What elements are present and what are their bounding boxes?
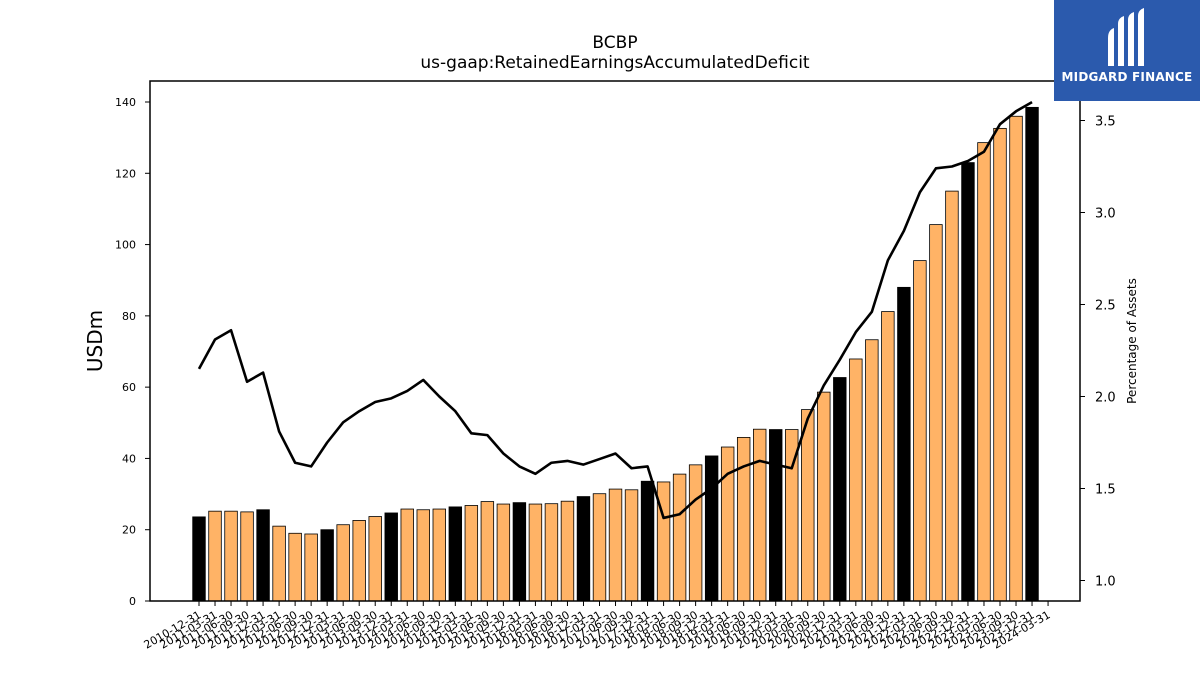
bar-2023-09-30 [1009,115,1023,602]
bar-2011-09-30 [240,511,254,602]
y-tick-label: 20 [122,524,136,537]
bar-2016-06-30 [544,503,559,602]
bar-2018-12-31 [704,455,719,602]
bars-group [192,106,1039,602]
y2-tick-label: 2.5 [1095,299,1116,314]
bar-2010-12-31 [192,516,206,602]
y-tick-label: 0 [129,595,136,608]
bar-2011-12-31 [256,509,270,602]
bar-2012-06-30 [288,532,302,602]
chart-title: BCBP [592,33,637,53]
bar-2020-09-30 [817,391,831,602]
bar-2017-09-30 [624,489,639,602]
y-tick-label: 140 [115,96,136,109]
bar-2015-09-30 [496,503,511,602]
bar-2016-09-30 [560,500,575,602]
y2-tick-label: 3.5 [1095,115,1116,130]
bar-2021-06-30 [865,339,879,602]
bar-2012-09-30 [304,533,318,602]
bar-2017-12-31 [640,480,655,602]
bar-2020-12-31 [833,377,847,602]
bar-2013-12-31 [384,512,398,602]
bar-2020-06-30 [801,409,815,602]
bar-2014-03-31 [400,508,414,602]
bar-2019-12-31 [769,429,783,602]
bar-2012-12-31 [320,529,334,602]
bar-2011-06-30 [224,510,238,602]
y2-tick-label: 1.5 [1095,483,1116,498]
bar-2023-12-31 [1025,106,1039,602]
y-axis-label: USDm [83,310,107,372]
bar-2015-12-31 [512,502,527,602]
bar-2012-03-31 [272,525,286,602]
y-tick-label: 40 [122,452,136,465]
percentage-line [197,100,1033,520]
logo-mark-icon [1108,8,1144,66]
line-group [197,100,1033,520]
y-axis: 0 20 40 60 80 100 120 140 [115,96,150,608]
bar-2014-06-30 [416,509,430,602]
y2-tick-label: 3.0 [1095,207,1116,222]
bar-2017-06-30 [608,488,623,602]
logo-text: MIDGARD FINANCE [1061,70,1193,84]
y2-axis: 1.0 1.5 2.0 2.5 3.0 3.5 [1080,115,1116,590]
y2-tick-label: 2.0 [1095,391,1116,406]
bar-2019-03-31 [720,446,735,602]
bar-2022-06-30 [929,224,943,602]
bar-2013-09-30 [368,516,382,602]
bar-2015-06-30 [480,501,495,602]
bar-2016-12-31 [576,496,591,602]
chart-subtitle: us-gaap:RetainedEarningsAccumulatedDefic… [420,53,810,73]
y-tick-label: 100 [115,239,136,252]
y-tick-label: 60 [122,381,136,394]
bar-2016-03-31 [528,503,543,602]
bar-2013-06-30 [352,520,366,602]
bar-2018-09-30 [688,464,703,602]
bar-2019-06-30 [736,436,751,602]
bar-2022-03-31 [913,260,927,602]
bar-2013-03-31 [336,524,350,602]
bar-2018-06-30 [672,473,687,602]
y-tick-label: 80 [122,310,136,323]
bar-2011-03-31 [208,510,222,602]
bar-2015-03-31 [464,505,479,602]
y-tick-label: 120 [115,167,136,180]
bar-2022-09-30 [945,190,959,602]
y2-tick-label: 1.0 [1095,575,1116,590]
x-axis: 2010-12-312011-03-312011-06-302011-09-30… [142,601,1053,652]
bar-2021-09-30 [881,311,895,602]
plot-frame [149,80,1081,602]
bar-2023-06-30 [993,127,1007,602]
bar-2019-09-30 [753,428,767,602]
bar-2021-12-31 [897,286,911,602]
bar-2022-12-31 [961,162,975,602]
bar-2023-03-31 [977,142,991,602]
bar-2017-03-31 [592,493,607,602]
bar-2014-09-30 [432,508,447,602]
y2-axis-label: Percentage of Assets [1125,278,1139,404]
midgard-finance-logo: MIDGARD FINANCE [1054,0,1200,101]
bar-2021-03-31 [849,358,863,602]
bar-2014-12-31 [448,506,463,602]
